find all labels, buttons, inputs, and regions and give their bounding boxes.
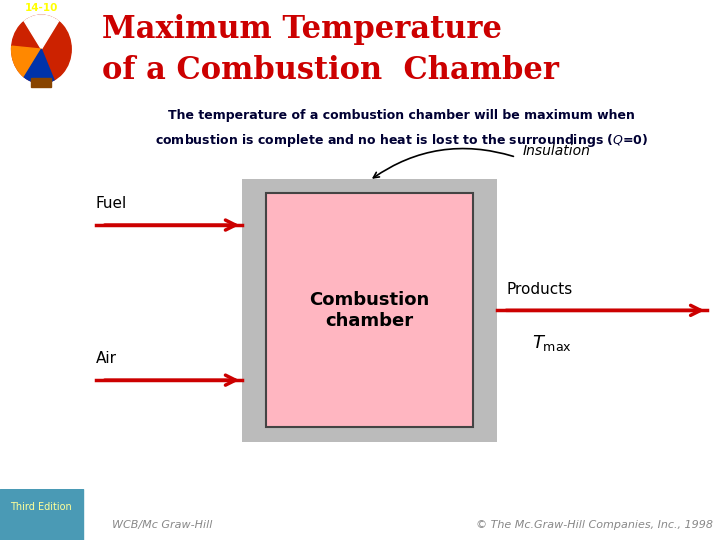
Wedge shape	[24, 49, 54, 83]
Text: The temperature of a combustion chamber will be maximum when: The temperature of a combustion chamber …	[168, 109, 635, 122]
Text: Fuel: Fuel	[96, 196, 127, 211]
Bar	[0, 489, 83, 540]
Text: $T_{\mathrm{max}}$: $T_{\mathrm{max}}$	[532, 333, 572, 353]
Text: 14-10: 14-10	[24, 3, 58, 13]
Text: Çengel: Çengel	[24, 106, 58, 116]
Bar	[242, 179, 497, 442]
Text: © The Mc.Graw-Hill Companies, Inc., 1998: © The Mc.Graw-Hill Companies, Inc., 1998	[476, 519, 713, 530]
Bar	[32, 78, 51, 87]
Bar	[266, 193, 473, 428]
Text: Third Edition: Third Edition	[11, 502, 72, 512]
Text: combustion is complete and no heat is lost to the surroundings ($\it{Q}$=0): combustion is complete and no heat is lo…	[155, 132, 648, 149]
Text: Boles: Boles	[28, 130, 55, 140]
Wedge shape	[24, 15, 58, 49]
Text: Insulation: Insulation	[523, 144, 590, 158]
Text: of a Combustion  Chamber: of a Combustion Chamber	[102, 55, 559, 86]
Text: Products: Products	[507, 281, 573, 296]
Text: WCB/Mc Graw-Hill: WCB/Mc Graw-Hill	[112, 519, 212, 530]
Wedge shape	[12, 46, 42, 77]
Text: Combustion
chamber: Combustion chamber	[310, 291, 430, 330]
Text: Thermodynamics: Thermodynamics	[32, 205, 50, 378]
Text: Air: Air	[96, 352, 117, 366]
Text: Maximum Temperature: Maximum Temperature	[102, 14, 502, 45]
Circle shape	[12, 15, 71, 83]
